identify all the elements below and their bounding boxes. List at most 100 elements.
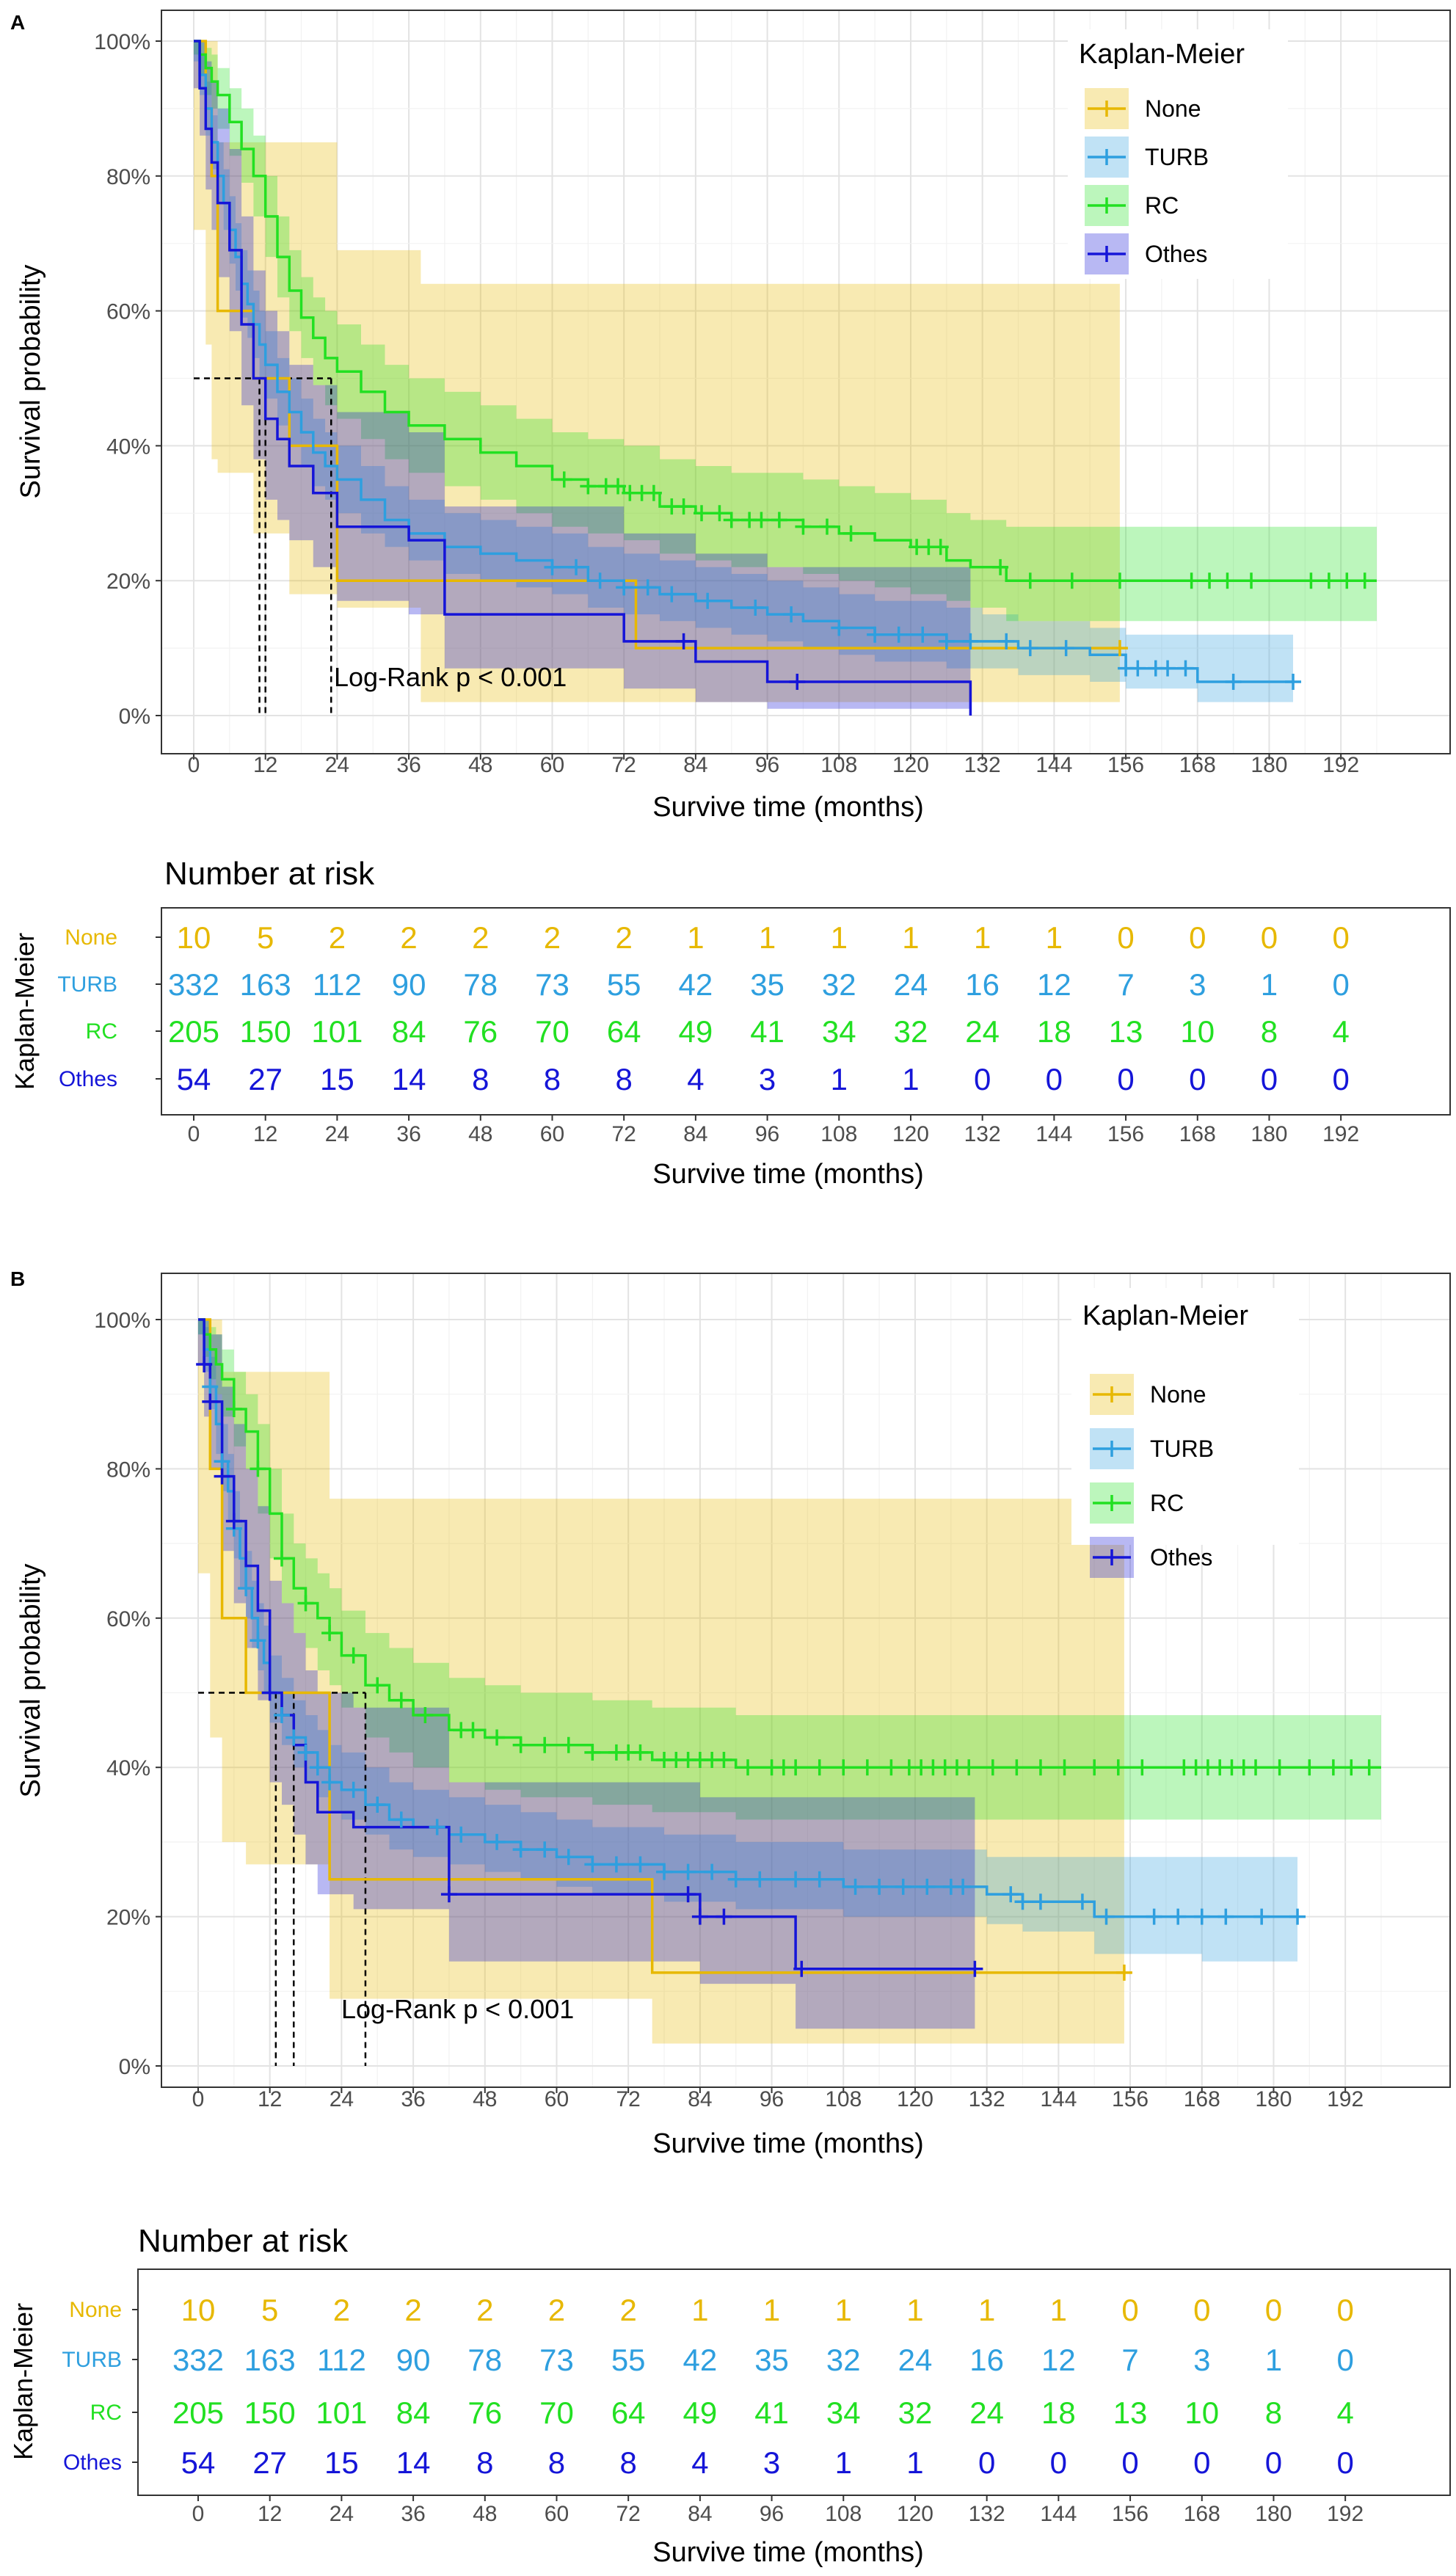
censor-mark-rc [842, 525, 859, 542]
censor-mark-rc [297, 1595, 314, 1612]
censor-mark-rc [369, 1677, 386, 1694]
censor-mark-turb [1014, 1893, 1031, 1910]
panel-b: B 0 12 24 36 48 60 72 84 96 108 120 132 144 156 168 180… [8, 1267, 1451, 2568]
legend-label-none: None [1145, 95, 1201, 122]
y-axis-label: Survival probability [15, 1564, 46, 1798]
risk-cell-othes: 8 [472, 1062, 489, 1096]
censor-mark-rc [1008, 1759, 1025, 1776]
risk-cell-rc: 41 [754, 2395, 789, 2430]
censor-mark-turb [369, 1797, 386, 1813]
censor-mark-rc [883, 1759, 900, 1776]
risk-cell-none: 1 [759, 920, 776, 955]
legend-symbol-othes [1093, 1549, 1131, 1565]
censor-mark-turb [1253, 1908, 1270, 1925]
risk-cell-none: 2 [616, 920, 633, 955]
risk-x-tick-label: 180 [1255, 2502, 1292, 2526]
risk-cell-none: 2 [329, 920, 346, 955]
risk-cell-turb: 78 [463, 967, 498, 1002]
risk-cell-none: 1 [835, 2293, 852, 2327]
risk-x-tick-label: 72 [611, 1122, 636, 1146]
censor-mark-rc [1325, 1759, 1342, 1776]
risk-cell-none: 10 [177, 920, 211, 955]
risk-cell-none: 2 [404, 2293, 421, 2327]
risk-table-frame [137, 2268, 1451, 2496]
x-tick-label: 12 [253, 753, 277, 777]
censor-mark-rc [393, 1692, 410, 1709]
risk-cell-rc: 4 [1332, 1014, 1349, 1049]
legend-label-othes: Othes [1150, 1544, 1212, 1571]
censor-mark-turb [202, 1378, 219, 1395]
censor-mark-rc [1086, 1759, 1103, 1776]
censor-mark-turb [453, 1826, 470, 1843]
y-tick-label: 20% [106, 1906, 150, 1930]
risk-cell-rc: 8 [1261, 1014, 1278, 1049]
confidence-band-othes [194, 41, 971, 716]
risk-cell-othes: 54 [181, 2445, 216, 2480]
risk-cell-rc: 76 [463, 1014, 498, 1049]
risk-cell-othes: 14 [396, 2445, 431, 2480]
censor-mark-othes [440, 1886, 457, 1903]
risk-cell-othes: 27 [248, 1062, 283, 1096]
censor-mark-turb [632, 1856, 649, 1873]
risk-cell-turb: 12 [1037, 967, 1071, 1002]
confidence-band-turb [194, 41, 1293, 702]
risk-cell-turb: 32 [822, 967, 856, 1002]
censor-mark-rc [1303, 572, 1320, 589]
risk-cell-othes: 0 [978, 2445, 995, 2480]
legend-label-none: None [1150, 1381, 1206, 1408]
risk-cell-rc: 18 [1041, 2395, 1076, 2430]
risk-table-x-label: Survive time (months) [652, 1159, 924, 1190]
risk-row-label-turb: TURB [62, 2348, 122, 2372]
censor-mark-turb [1217, 1908, 1234, 1925]
legend: Kaplan-Meier None TURB RC Othes [1071, 1288, 1299, 1578]
censor-mark-none [1115, 1964, 1132, 1981]
risk-x-tick-label: 96 [755, 1122, 779, 1146]
risk-cell-othes: 0 [1046, 1062, 1063, 1096]
censor-mark-turb [747, 599, 764, 616]
censor-mark-rc [250, 1460, 266, 1477]
risk-cell-rc: 84 [392, 1014, 426, 1049]
risk-cell-none: 2 [548, 2293, 565, 2327]
censor-mark-rc [560, 1736, 577, 1753]
censor-mark-turb [297, 1744, 314, 1761]
censor-mark-turb [831, 619, 848, 636]
confidence-band-othes [198, 1320, 975, 2029]
risk-cell-none: 0 [1332, 920, 1349, 955]
x-tick-label: 132 [964, 753, 1001, 777]
risk-cell-turb: 73 [535, 967, 569, 1002]
survival-curve-rc [194, 40, 1377, 582]
risk-cell-othes: 54 [177, 1062, 211, 1096]
risk-cell-none: 2 [544, 920, 561, 955]
censor-mark-rc [675, 498, 692, 515]
risk-cell-turb: 55 [611, 2343, 646, 2377]
risk-x-tick-label: 132 [969, 2502, 1005, 2526]
panel-label: A [10, 11, 25, 34]
censor-mark-none [1111, 640, 1128, 657]
censor-mark-turb [1170, 1908, 1187, 1925]
y-axis-ticks: 0% 20% 40% 60% 80% 100% [94, 1309, 161, 2079]
risk-x-tick-label: 48 [468, 1122, 492, 1146]
legend-symbol-rc [1093, 1495, 1131, 1511]
x-tick-label: 72 [616, 2087, 640, 2111]
risk-cell-rc: 41 [750, 1014, 785, 1049]
censor-mark-turb [895, 1878, 911, 1895]
censor-mark-rc [580, 478, 597, 495]
risk-cell-rc: 34 [822, 1014, 856, 1049]
risk-x-tick-label: 108 [825, 2502, 862, 2526]
risk-x-tick-label: 192 [1322, 1122, 1359, 1146]
risk-row-label-none: None [65, 925, 117, 950]
risk-x-tick-label: 168 [1184, 2502, 1220, 2526]
x-tick-label: 144 [1040, 2087, 1077, 2111]
risk-cell-turb: 32 [826, 2343, 861, 2377]
risk-cell-none: 1 [902, 920, 919, 955]
risk-x-tick-label: 84 [683, 1122, 707, 1146]
censor-mark-turb [1225, 674, 1242, 691]
survival-curve-othes [198, 1318, 975, 1971]
censor-mark-turb [238, 1580, 255, 1597]
censor-mark-turb [639, 579, 656, 596]
risk-cell-rc: 205 [168, 1014, 219, 1049]
risk-row-label-othes: Othes [59, 1067, 117, 1091]
y-tick-label: 60% [106, 1607, 150, 1631]
x-tick-label: 60 [545, 2087, 569, 2111]
censor-mark-turb [273, 1707, 290, 1724]
